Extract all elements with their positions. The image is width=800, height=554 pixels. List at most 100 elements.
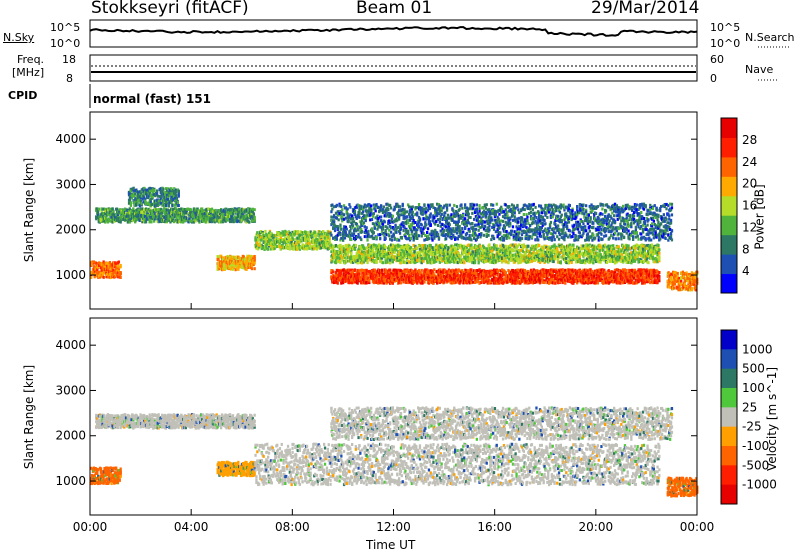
heatmap-cell: [174, 207, 177, 211]
heatmap-cell: [156, 194, 160, 198]
heatmap-cell: [138, 204, 142, 208]
heatmap-cell: [201, 217, 205, 221]
heatmap-cell: [141, 220, 144, 224]
heatmap-cell: [111, 207, 114, 211]
heatmap-cell: [152, 215, 155, 219]
heatmap-cell: [194, 219, 197, 223]
heatmap-cell: [139, 200, 142, 203]
heatmap-cell: [97, 207, 101, 211]
heatmap-cell: [140, 203, 143, 207]
heatmap-cell: [207, 217, 210, 221]
heatmap-cell: [175, 214, 178, 218]
heatmap-cell: [234, 268, 237, 272]
heatmap-cell: [166, 200, 170, 204]
heatmap-cell: [193, 217, 196, 221]
heatmap-cell: [314, 230, 317, 234]
heatmap-cell: [100, 268, 103, 272]
heatmap-cell: [173, 190, 176, 193]
heatmap-cell: [123, 212, 126, 216]
heatmap-cell: [115, 262, 118, 266]
heatmap-cell: [267, 247, 270, 251]
heatmap-cell: [160, 214, 163, 218]
heatmap-cell: [119, 212, 122, 216]
nave-tick-high: 60: [710, 53, 724, 66]
heatmap-cell: [142, 200, 145, 204]
heatmap-cell: [160, 207, 163, 211]
heatmap-cell: [237, 267, 240, 271]
heatmap-cell: [201, 207, 204, 211]
heatmap-cell: [254, 238, 257, 242]
nave-tick-low: 0: [710, 72, 717, 85]
heatmap-cell: [160, 195, 163, 199]
heatmap-cell: [129, 201, 132, 205]
heatmap-cell: [171, 214, 174, 218]
heatmap-cell: [261, 246, 264, 250]
heatmap-cell: [147, 201, 151, 205]
heatmap-cell: [132, 189, 135, 193]
heatmap-cell: [253, 257, 256, 260]
heatmap-cell: [381, 261, 385, 265]
heatmap-cell: [100, 207, 103, 211]
heatmap-cell: [624, 269, 627, 272]
heatmap-cell: [161, 192, 164, 196]
heatmap-cell: [136, 197, 139, 201]
nave-label: Nave: [745, 63, 774, 76]
heatmap-cell: [160, 216, 163, 220]
heatmap-cell: [136, 213, 139, 217]
heatmap-cell: [166, 197, 170, 201]
heatmap-cell: [106, 273, 109, 276]
heatmap-cell: [169, 220, 172, 224]
heatmap-cell: [159, 197, 162, 201]
heatmap-cell: [165, 204, 168, 207]
heatmap-cell: [242, 255, 245, 259]
heatmap-cell: [217, 257, 220, 261]
heatmap-cell: [251, 210, 254, 214]
heatmap-cell: [132, 207, 135, 211]
heatmap-cell: [195, 213, 198, 217]
heatmap-cell: [177, 193, 180, 197]
heatmap-cell: [172, 216, 175, 220]
heatmap-cell: [255, 245, 258, 249]
heatmap-cell: [137, 203, 140, 206]
heatmap-cell: [130, 196, 133, 200]
freq-unit-label: [MHz]: [12, 66, 45, 79]
heatmap-cell: [128, 207, 131, 211]
heatmap-cell: [224, 219, 227, 223]
heatmap-cell: [132, 201, 135, 204]
heatmap-cell: [259, 238, 263, 242]
heatmap-cell: [168, 201, 171, 204]
heatmap-cell: [248, 254, 251, 258]
heatmap-cell: [207, 207, 210, 211]
heatmap-cell: [214, 208, 217, 212]
heatmap-cell: [177, 189, 180, 193]
heatmap-cell: [389, 261, 392, 265]
heatmap-cell: [153, 219, 156, 223]
heatmap-cell: [237, 215, 240, 219]
heatmap-cell: [220, 254, 223, 258]
heatmap-cell: [144, 220, 148, 224]
heatmap-cell: [201, 210, 204, 214]
heatmap-cell: [137, 199, 140, 203]
heatmap-cell: [140, 201, 143, 205]
heatmap-cell: [98, 275, 102, 279]
heatmap-cell: [144, 199, 147, 203]
heatmap-cell: [165, 198, 168, 202]
heatmap-cell: [108, 272, 111, 276]
heatmap-cell: [129, 217, 132, 221]
heatmap-cell: [288, 247, 291, 251]
heatmap-cell: [251, 255, 254, 259]
heatmap-cell: [112, 268, 115, 272]
heatmap-cell: [162, 215, 165, 219]
heatmap-cell: [251, 219, 254, 223]
heatmap-cell: [336, 281, 339, 285]
heatmap-cell: [118, 208, 121, 212]
heatmap-cell: [117, 216, 120, 220]
heatmap-cell: [129, 214, 132, 218]
heatmap-cell: [245, 268, 248, 271]
heatmap-cell: [225, 265, 228, 269]
heatmap-cell: [138, 219, 141, 222]
heatmap-cell: [134, 192, 137, 196]
freq-tick-low: 8: [66, 72, 73, 85]
heatmap-cell: [182, 207, 185, 211]
heatmap-cell: [240, 208, 244, 212]
